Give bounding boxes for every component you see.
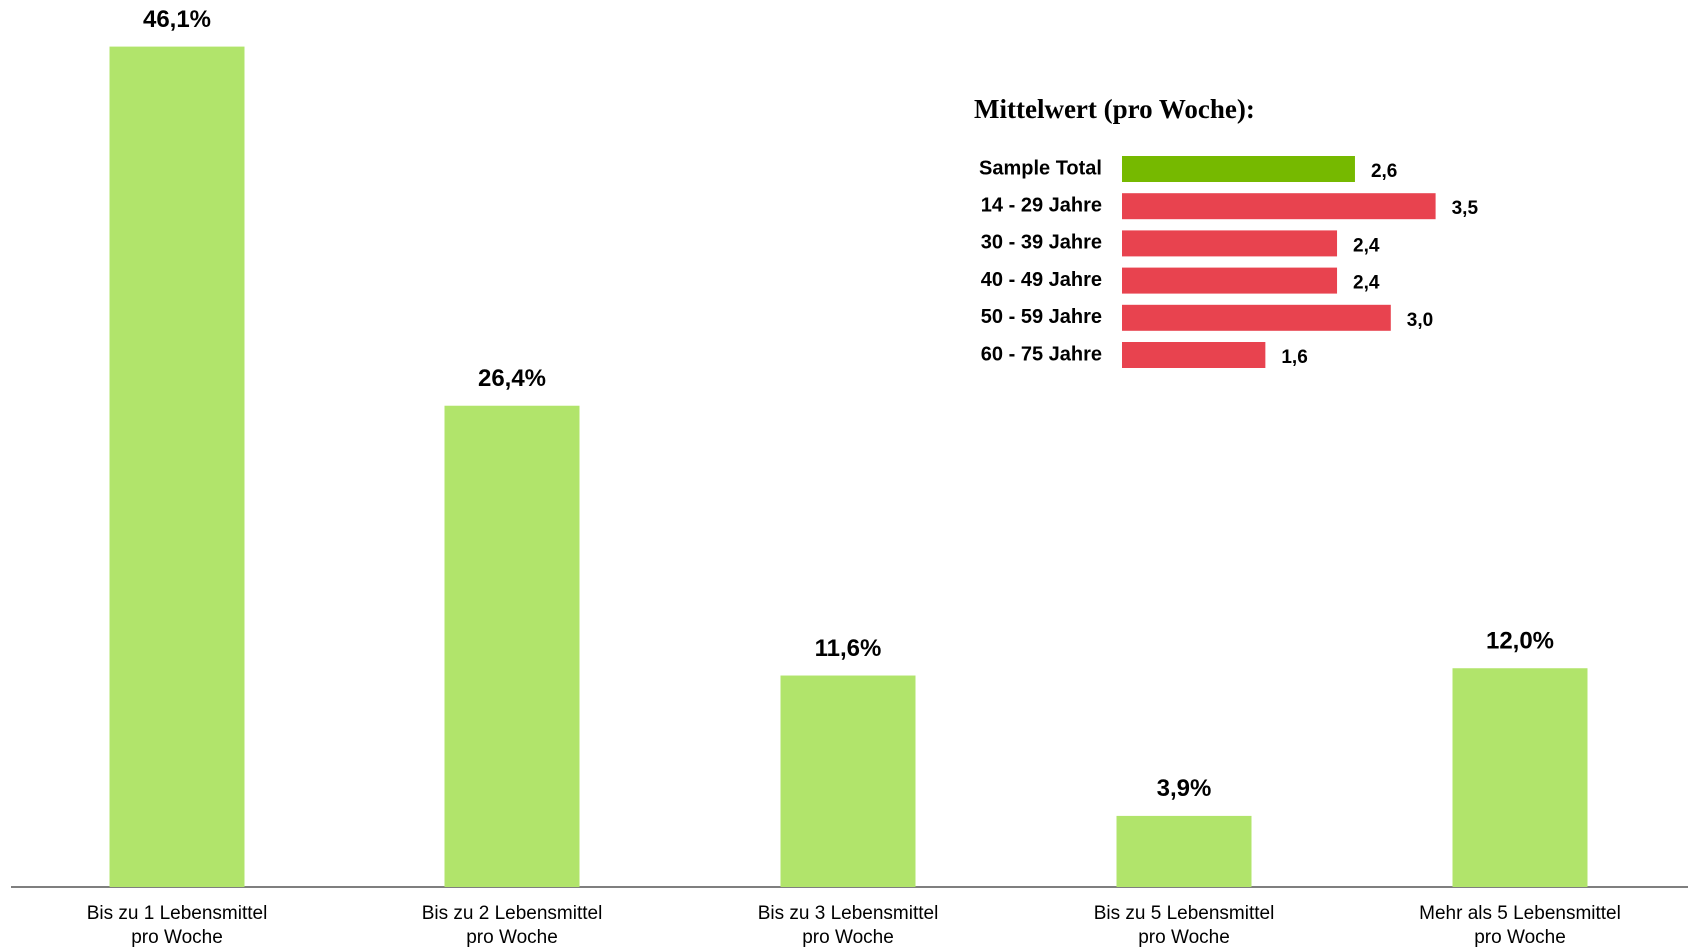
x-tick-label: pro Woche xyxy=(131,927,223,948)
value-label: 3,5 xyxy=(1452,198,1479,219)
inset-title: Mittelwert (pro Woche): xyxy=(974,94,1255,124)
x-tick-label: Bis zu 2 Lebensmittel xyxy=(422,903,603,924)
bar xyxy=(1452,668,1588,887)
value-label: 2,4 xyxy=(1353,235,1380,256)
y-tick-label: 14 - 29 Jahre xyxy=(981,194,1102,216)
x-tick-label: Mehr als 5 Lebensmittel xyxy=(1419,903,1621,924)
bar xyxy=(1122,230,1338,257)
value-label: 3,0 xyxy=(1407,310,1433,331)
y-tick-label: 40 - 49 Jahre xyxy=(981,269,1102,291)
x-tick-label: Bis zu 3 Lebensmittel xyxy=(758,903,939,924)
x-tick-label: pro Woche xyxy=(802,927,894,948)
value-label: 12,0% xyxy=(1486,628,1554,655)
value-label: 26,4% xyxy=(478,365,546,392)
bar xyxy=(1122,342,1266,368)
value-label: 2,6 xyxy=(1371,161,1397,182)
x-tick-label: Bis zu 5 Lebensmittel xyxy=(1094,903,1275,924)
value-label: 46,1% xyxy=(143,6,211,33)
y-tick-label: 30 - 39 Jahre xyxy=(981,232,1102,254)
value-label: 1,6 xyxy=(1281,347,1307,368)
bar xyxy=(109,46,245,888)
bar xyxy=(1122,267,1338,294)
bar xyxy=(444,405,580,887)
value-label: 2,4 xyxy=(1353,273,1380,294)
value-label: 3,9% xyxy=(1157,775,1212,802)
x-tick-label: pro Woche xyxy=(466,927,558,948)
x-tick-label: pro Woche xyxy=(1138,927,1230,948)
bar xyxy=(1122,193,1436,220)
y-tick-label: Sample Total xyxy=(979,157,1102,179)
bar xyxy=(1116,815,1252,887)
value-label: 11,6% xyxy=(815,635,882,662)
bar xyxy=(780,675,916,887)
bar xyxy=(1122,304,1391,331)
y-tick-label: 60 - 75 Jahre xyxy=(981,343,1102,365)
bar xyxy=(1122,156,1355,182)
x-tick-label: Bis zu 1 Lebensmittel xyxy=(87,903,268,924)
x-tick-label: pro Woche xyxy=(1474,927,1566,948)
y-tick-label: 50 - 59 Jahre xyxy=(981,306,1102,328)
